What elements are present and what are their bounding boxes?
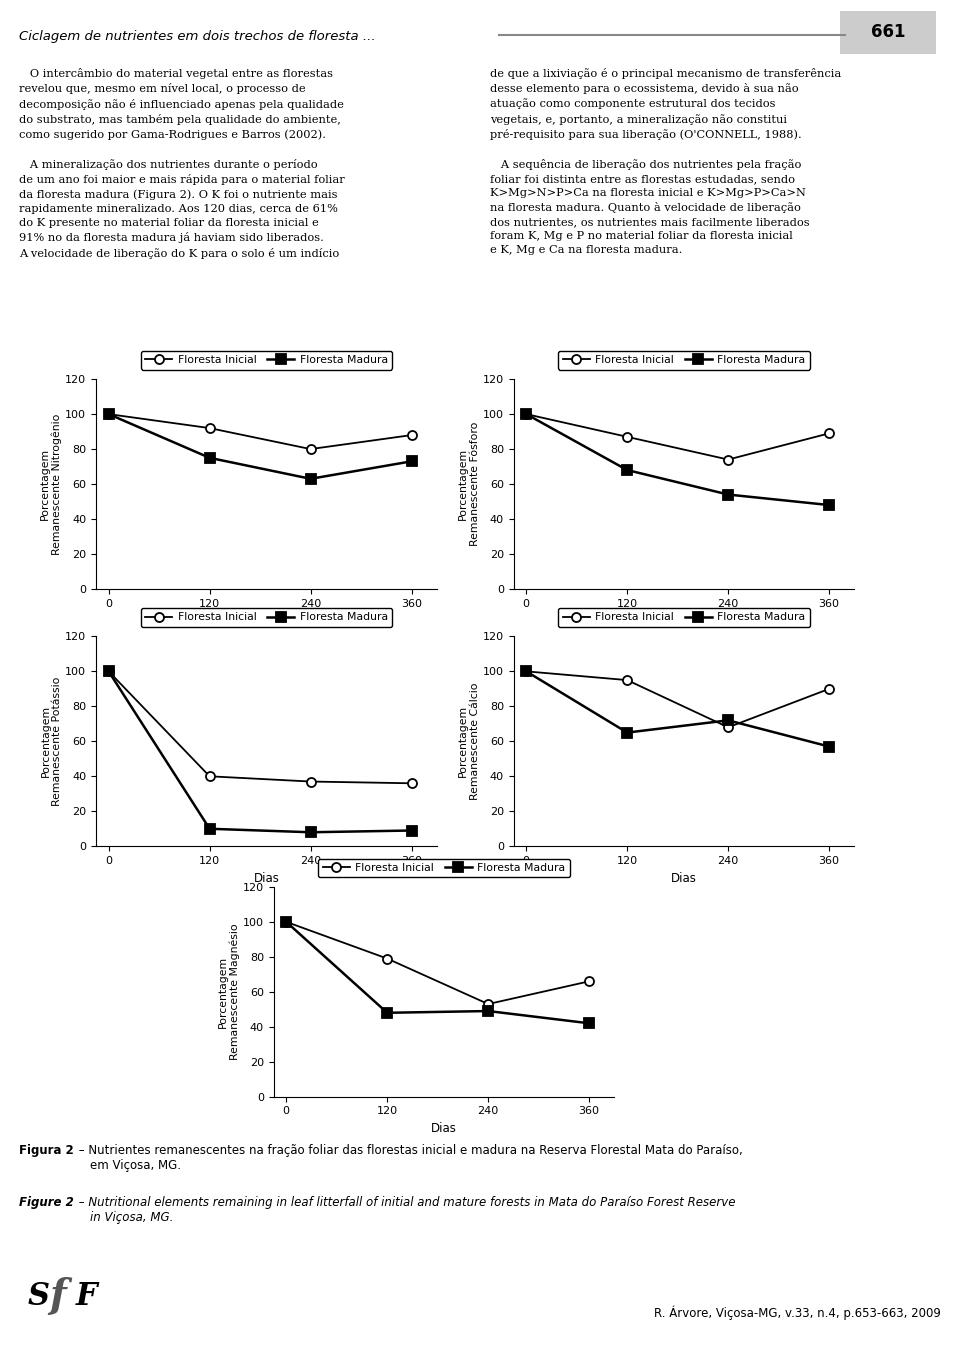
- Text: Ciclagem de nutrientes em dois trechos de floresta ...: Ciclagem de nutrientes em dois trechos d…: [19, 30, 375, 43]
- Y-axis label: Porcentagem
Remanescente Magnésio: Porcentagem Remanescente Magnésio: [218, 923, 240, 1060]
- Y-axis label: Porcentagem
Remanescente Potássio: Porcentagem Remanescente Potássio: [40, 677, 62, 806]
- Y-axis label: Porcentagem
Remanescente Nitrogênio: Porcentagem Remanescente Nitrogênio: [40, 413, 62, 555]
- Text: – Nutrientes remanescentes na fração foliar das florestas inicial e madura na Re: – Nutrientes remanescentes na fração fol…: [75, 1144, 743, 1173]
- Text: f: f: [50, 1277, 66, 1316]
- Legend: Floresta Inicial, Floresta Madura: Floresta Inicial, Floresta Madura: [319, 858, 569, 877]
- Text: R. Árvore, Viçosa-MG, v.33, n.4, p.653-663, 2009: R. Árvore, Viçosa-MG, v.33, n.4, p.653-6…: [654, 1305, 941, 1320]
- Text: S: S: [28, 1281, 50, 1312]
- X-axis label: Dias: Dias: [671, 872, 697, 884]
- X-axis label: Dias: Dias: [671, 615, 697, 627]
- Text: O intercâmbio do material vegetal entre as florestas
revelou que, mesmo em nível: O intercâmbio do material vegetal entre …: [19, 68, 345, 259]
- Legend: Floresta Inicial, Floresta Madura: Floresta Inicial, Floresta Madura: [559, 351, 809, 370]
- Text: de que a lixiviação é o principal mecanismo de transferência
desse elemento para: de que a lixiviação é o principal mecani…: [490, 68, 841, 256]
- X-axis label: Dias: Dias: [253, 615, 279, 627]
- Legend: Floresta Inicial, Floresta Madura: Floresta Inicial, Floresta Madura: [141, 351, 392, 370]
- X-axis label: Dias: Dias: [253, 872, 279, 884]
- Text: – Nutritional elements remaining in leaf litterfall of initial and mature forest: – Nutritional elements remaining in leaf…: [75, 1196, 735, 1224]
- Text: Figure 2: Figure 2: [19, 1196, 74, 1209]
- Legend: Floresta Inicial, Floresta Madura: Floresta Inicial, Floresta Madura: [559, 608, 809, 627]
- Text: 661: 661: [871, 23, 905, 42]
- Y-axis label: Porcentagem
Remanescente Fósforo: Porcentagem Remanescente Fósforo: [458, 422, 480, 546]
- Y-axis label: Porcentagem
Remanescente Cálcio: Porcentagem Remanescente Cálcio: [458, 682, 480, 800]
- Text: Figura 2: Figura 2: [19, 1144, 74, 1158]
- Text: F: F: [75, 1281, 97, 1312]
- Legend: Floresta Inicial, Floresta Madura: Floresta Inicial, Floresta Madura: [141, 608, 392, 627]
- X-axis label: Dias: Dias: [431, 1122, 457, 1135]
